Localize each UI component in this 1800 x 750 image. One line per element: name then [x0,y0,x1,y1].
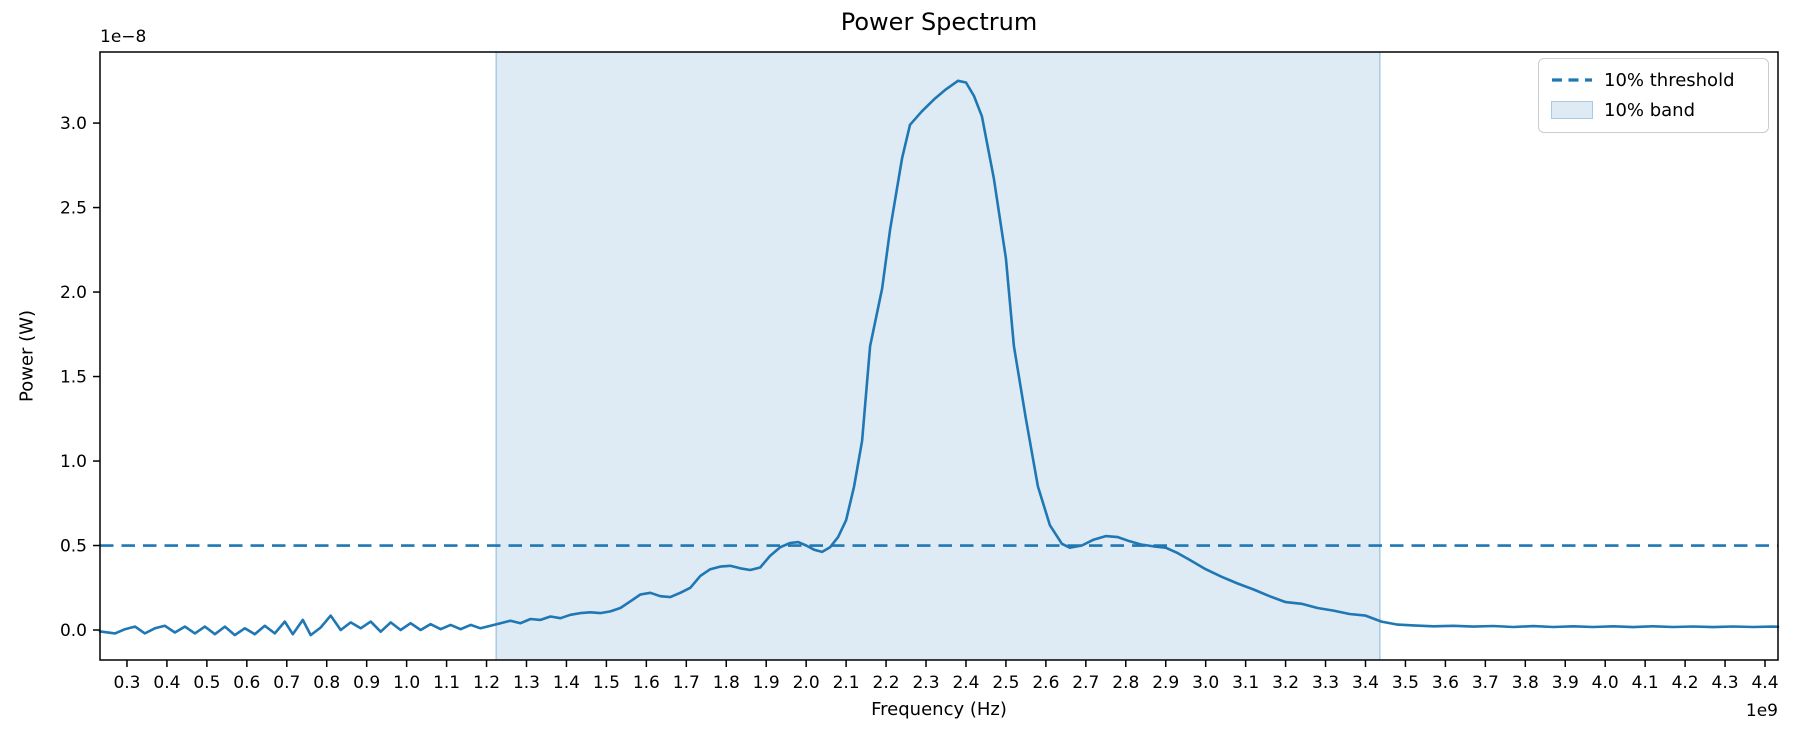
x-tick-label: 3.2 [1272,673,1299,693]
x-tick-label: 1.3 [513,673,540,693]
y-tick-label: 1.0 [60,452,87,472]
x-tick-label: 2.3 [912,673,939,693]
y-tick-label: 2.0 [60,283,87,303]
x-tick-label: 1.2 [473,673,500,693]
x-tick-label: 1.8 [713,673,740,693]
chart-title: Power Spectrum [840,8,1038,36]
x-tick-label: 2.6 [1032,673,1059,693]
x-tick-label: 1.5 [593,673,620,693]
x-tick-label: 2.8 [1112,673,1139,693]
x-tick-label: 1.1 [433,673,460,693]
x-tick-label: 1.4 [553,673,580,693]
x-tick-label: 2.7 [1072,673,1099,693]
legend-item-threshold: 10% threshold [1551,65,1758,95]
x-tick-label: 4.1 [1632,673,1659,693]
legend-label-band: 10% band [1604,99,1696,121]
x-tick-label: 3.1 [1232,673,1259,693]
y-axis-label: Power (W) [16,310,38,402]
legend: 10% threshold 10% band [1538,58,1769,133]
y-axis-offset-text: 1e−8 [100,27,147,47]
x-tick-label: 4.2 [1672,673,1699,693]
x-tick-label: 2.2 [873,673,900,693]
x-tick-label: 3.7 [1472,673,1499,693]
x-axis-label: Frequency (Hz) [871,699,1007,720]
x-tick-label: 2.4 [952,673,979,693]
x-tick-label: 2.5 [992,673,1019,693]
axes-spines [99,51,1779,661]
x-tick-label: 0.8 [313,673,340,693]
x-tick-label: 0.7 [273,673,300,693]
y-tick-label: 2.5 [60,199,87,219]
x-tick-label: 1.7 [673,673,700,693]
band-region [496,52,1380,660]
x-tick-label: 3.0 [1192,673,1219,693]
x-tick-label: 1.9 [753,673,780,693]
x-tick-label: 3.4 [1352,673,1379,693]
legend-band-swatch [1551,101,1593,119]
legend-item-band: 10% band [1551,95,1758,125]
x-tick-label: 1.6 [633,673,660,693]
x-tick-label: 4.4 [1751,673,1778,693]
x-tick-label: 0.3 [113,673,140,693]
y-tick-label: 0.0 [60,621,87,641]
y-tick-label: 0.5 [60,537,87,557]
x-tick-label: 2.0 [793,673,820,693]
x-tick-label: 1.0 [393,673,420,693]
x-tick-label: 0.5 [193,673,220,693]
x-tick-label: 2.1 [833,673,860,693]
x-tick-label: 3.8 [1512,673,1539,693]
y-tick-label: 1.5 [60,368,87,388]
legend-dashed-line-swatch [1552,78,1592,82]
legend-label-threshold: 10% threshold [1604,69,1735,91]
x-tick-label: 0.9 [353,673,380,693]
x-tick-label: 0.6 [233,673,260,693]
spectrum-line [98,79,1780,637]
y-tick-label: 3.0 [60,114,87,134]
x-tick-label: 0.4 [153,673,180,693]
x-tick-label: 4.0 [1592,673,1619,693]
x-tick-label: 4.3 [1712,673,1739,693]
x-tick-label: 2.9 [1152,673,1179,693]
x-tick-label: 3.3 [1312,673,1339,693]
x-axis-offset-text: 1e9 [1745,701,1778,721]
x-tick-label: 3.9 [1552,673,1579,693]
x-tick-label: 3.5 [1392,673,1419,693]
x-tick-label: 3.6 [1432,673,1459,693]
